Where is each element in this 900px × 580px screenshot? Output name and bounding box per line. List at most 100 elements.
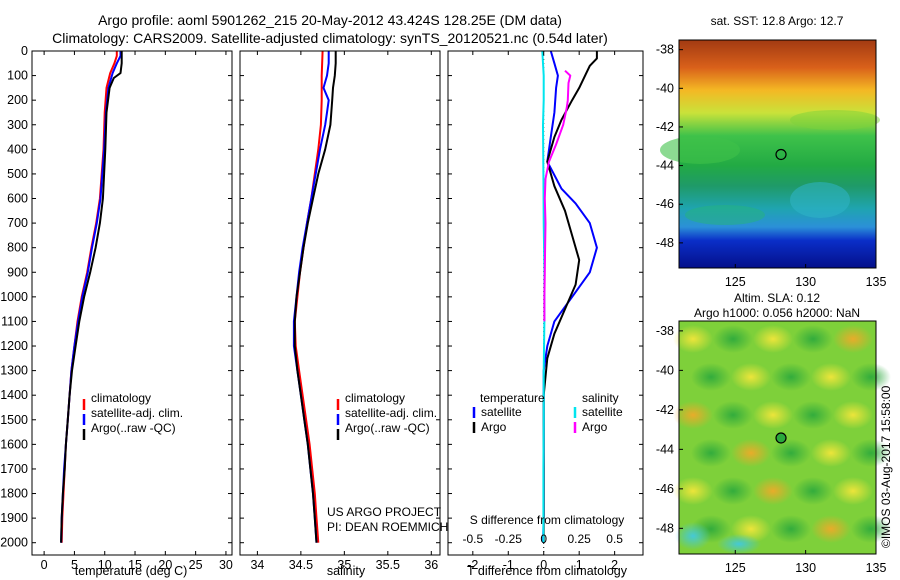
credit-line2: PI: DEAN ROEMMICH: [327, 520, 448, 534]
sst-map-title: sat. SST: 12.8 Argo: 12.7: [711, 14, 844, 28]
sla-blob: [833, 401, 873, 429]
sla-blob: [811, 439, 851, 467]
x-tick-label: 34.5: [289, 558, 313, 572]
series-line-satellite-adj-clim-: [60, 51, 122, 543]
difference-legend: temperature salinity satellite Argo sate…: [472, 391, 623, 434]
x-top-tick-label: -0.25: [495, 532, 523, 546]
sla-lat-tick-label: -42: [656, 403, 674, 417]
argo-location-marker: [775, 432, 787, 444]
x-tick-label: 0: [41, 558, 48, 572]
s-difference-label: S difference from climatology: [470, 513, 625, 527]
x-tick-label: 1: [576, 558, 583, 572]
x-tick-label: 36: [424, 558, 438, 572]
sst-lon-tick-label: 130: [795, 275, 816, 289]
profile-panel-temperature: 0 5 10 15 20 25 300100200300400500600700800900…: [0, 44, 233, 572]
x-tick-label: -1: [503, 558, 514, 572]
legend-label-satellite: satellite-adj. clim.: [91, 406, 183, 420]
sla-blob: [833, 325, 873, 353]
sst-lat-tick-label: -48: [656, 236, 674, 250]
x-tick-label: 0: [540, 558, 547, 572]
x-top-tick-label: 0.5: [606, 532, 623, 546]
sla-blob: [793, 477, 833, 505]
y-tick-label: 1900: [0, 511, 28, 525]
y-tick-label: 200: [7, 93, 28, 107]
y-tick-label: 300: [7, 118, 28, 132]
y-tick-label: 1100: [1, 314, 28, 328]
sst-lat-tick-label: -40: [656, 81, 674, 95]
series-line-salinity-argo: [543, 69, 572, 322]
sla-blob: [731, 439, 771, 467]
series-line-argo-raw-qc-: [60, 51, 123, 543]
sla-lon-tick-label: 135: [866, 561, 887, 575]
temperature-legend: climatology satellite-adj. clim. Argo(..…: [82, 391, 183, 440]
x-tick-label: 20: [158, 558, 172, 572]
sla-lat-tick-label: -46: [656, 482, 674, 496]
sla-map-title-line2: Argo h1000: 0.056 h2000: NaN: [694, 306, 860, 320]
legend-label-satellite: satellite-adj. clim.: [345, 406, 437, 420]
sla-blob: [851, 363, 891, 391]
legend-label-climatology: climatology: [345, 391, 405, 405]
y-tick-label: 900: [7, 265, 28, 279]
sla-blob: [673, 477, 713, 505]
profile-panels: 0 5 10 15 20 25 300100200300400500600700800900…: [0, 44, 644, 572]
sst-map: [660, 39, 880, 269]
y-tick-label: 1400: [0, 388, 28, 402]
sla-blob: [811, 363, 851, 391]
figure-title-line2: Climatology: CARS2009. Satellite-adjuste…: [52, 30, 608, 46]
argo-location-marker: [775, 148, 787, 161]
series-line-temperature-argo: [542, 51, 598, 543]
x-tick-label: 15: [128, 558, 142, 572]
sla-map-frame: [678, 320, 877, 555]
timestamp-stamp: ©IMOS 03-Aug-2017 15:58:00: [879, 385, 893, 548]
sst-map-frame: [678, 39, 877, 269]
plot-frame: [31, 50, 233, 556]
sla-blob: [753, 325, 793, 353]
sla-blob: [833, 477, 873, 505]
sla-blob: [731, 363, 771, 391]
sla-blob: [675, 522, 711, 550]
x-tick-label: 35.5: [376, 558, 400, 572]
y-tick-label: 1500: [0, 413, 28, 427]
sla-blob: [793, 325, 833, 353]
sla-map-title-line1: Altim. SLA: 0.12: [734, 291, 820, 305]
sla-blob: [851, 439, 891, 467]
sla-blob: [691, 439, 731, 467]
sla-blob: [673, 325, 713, 353]
sst-patch: [790, 110, 880, 130]
legend-title-salinity: salinity: [582, 391, 619, 405]
y-tick-label: 1700: [0, 462, 28, 476]
sla-blob: [673, 401, 713, 429]
legend-label-t-argo: Argo: [481, 420, 507, 434]
y-tick-label: 1000: [0, 290, 28, 304]
y-tick-label: 700: [7, 216, 28, 230]
sla-lat-tick-label: -44: [656, 442, 674, 456]
sla-lat-tick-label: -38: [656, 324, 674, 338]
plot-frame: [447, 50, 644, 556]
sst-lon-tick-label: 125: [725, 275, 746, 289]
sla-blob: [793, 401, 833, 429]
y-tick-label: 0: [21, 44, 28, 58]
sst-patch: [685, 205, 765, 225]
y-tick-label: 600: [7, 192, 28, 206]
x-tick-label: -2: [467, 558, 478, 572]
y-tick-label: 1800: [0, 487, 28, 501]
sst-lat-tick-label: -46: [656, 197, 674, 211]
temperature-xlabel: temperature (deg C): [75, 564, 188, 578]
sla-blob: [771, 363, 811, 391]
sla-map: [673, 320, 891, 555]
sla-blob: [753, 477, 793, 505]
y-tick-label: 2000: [0, 536, 28, 550]
x-tick-label: 34: [250, 558, 264, 572]
sla-blob: [713, 325, 753, 353]
x-top-tick-label: 0.25: [568, 532, 592, 546]
sla-blob: [771, 439, 811, 467]
sla-lat-tick-label: -40: [656, 363, 674, 377]
series-line-climatology: [60, 51, 118, 543]
map-axes: 125 130 135 -38 -40 -42 -44 -46 -48 125 130 135 -38 -…: [656, 43, 887, 575]
legend-label-argo: Argo(..raw -QC): [345, 421, 430, 435]
y-tick-label: 1200: [0, 339, 28, 353]
profile-panel-difference: -2 -1 0 1 2 -0.5 -0.25 0 0.25 0.5: [447, 50, 644, 572]
legend-label-climatology: climatology: [91, 391, 151, 405]
x-tick-label: 35: [337, 558, 351, 572]
